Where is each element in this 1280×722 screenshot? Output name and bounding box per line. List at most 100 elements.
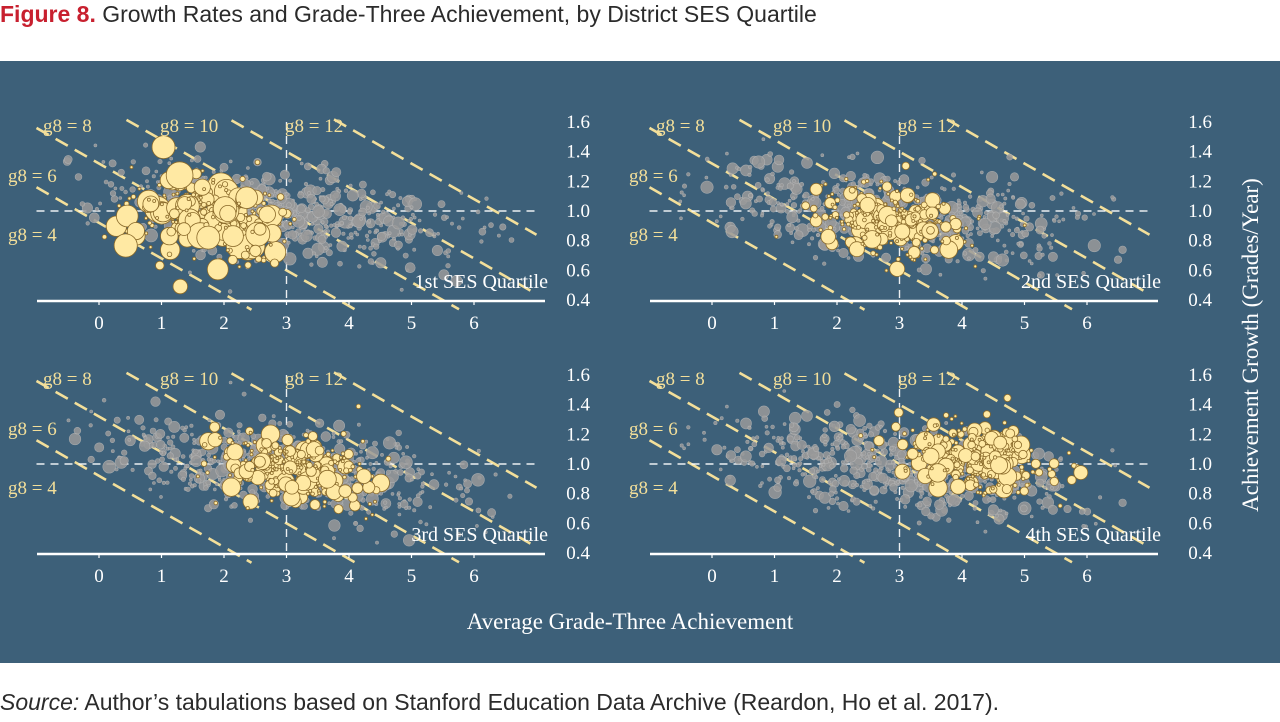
district-point-other: [430, 472, 434, 477]
district-point-other: [407, 224, 418, 235]
district-point-other: [365, 455, 369, 460]
district-point-other: [194, 141, 206, 153]
district-point-other: [189, 477, 193, 482]
district-point-quartile: [259, 485, 264, 490]
district-point-other: [834, 496, 840, 501]
district-point-other: [121, 449, 128, 456]
district-point-other: [447, 470, 451, 475]
district-point-other: [215, 482, 219, 486]
district-point-other: [158, 461, 169, 472]
district-point-other: [110, 449, 115, 454]
district-point-quartile: [269, 454, 274, 459]
district-point-other: [341, 231, 346, 236]
district-point-quartile: [314, 445, 325, 456]
district-point-quartile: [296, 449, 306, 459]
district-point-quartile: [935, 203, 941, 210]
district-point-other: [270, 198, 275, 203]
district-point-other: [999, 204, 1004, 209]
district-point-other: [438, 269, 450, 281]
district-point-other: [179, 432, 190, 443]
district-point-other: [1014, 198, 1026, 210]
district-point-quartile: [1003, 451, 1007, 456]
district-point-other: [823, 459, 829, 465]
district-point-other: [483, 530, 488, 535]
district-point-quartile: [148, 245, 153, 250]
district-point-other: [286, 420, 294, 428]
district-point-other: [405, 445, 410, 449]
district-point-other: [475, 209, 481, 215]
district-point-other: [336, 240, 348, 252]
district-point-other: [428, 505, 433, 510]
district-point-other: [141, 166, 151, 176]
district-point-other: [189, 158, 194, 163]
district-point-other: [812, 508, 819, 514]
district-point-other: [192, 437, 196, 442]
district-point-quartile: [325, 451, 331, 457]
district-point-other: [320, 220, 325, 224]
district-point-other: [840, 444, 846, 450]
district-point-other: [915, 185, 920, 190]
district-point-other: [843, 449, 857, 463]
district-point-quartile: [849, 220, 854, 225]
district-point-other: [964, 491, 974, 501]
district-point-other: [1110, 195, 1115, 200]
district-point-other: [792, 462, 797, 468]
district-point-quartile: [1049, 476, 1059, 486]
district-point-other: [996, 193, 1000, 197]
district-point-other: [944, 421, 949, 425]
district-point-other: [939, 215, 944, 220]
district-point-other: [847, 155, 851, 159]
district-point-other: [166, 435, 170, 440]
district-point-quartile: [367, 501, 372, 506]
district-point-other: [424, 522, 429, 527]
district-point-other: [375, 540, 379, 545]
district-point-quartile: [333, 504, 344, 515]
district-point-other: [126, 415, 131, 420]
district-point-quartile: [818, 227, 823, 232]
district-point-other: [769, 219, 775, 225]
reference-line-g8-12: [946, 118, 1151, 236]
chart-panel: g8 = 4 g8 = 6 g8 = 8 g8 = 10 g8 = 12 0 1 2 3 4 5 6 0…: [0, 61, 1280, 663]
district-point-other: [1025, 222, 1035, 232]
district-point-other: [333, 203, 347, 216]
district-point-quartile: [385, 455, 392, 462]
district-point-quartile: [165, 214, 170, 219]
reference-label-g8-10: g8 = 10: [160, 369, 218, 390]
reference-label-g8-12: g8 = 12: [898, 369, 956, 390]
district-point-other: [185, 486, 191, 492]
quartile-points: [858, 393, 1089, 509]
district-point-other: [432, 212, 438, 217]
district-point-quartile: [922, 447, 940, 465]
district-point-other: [368, 245, 373, 251]
district-point-other: [1023, 215, 1030, 222]
reference-lines: [35, 371, 538, 565]
district-point-other: [66, 418, 71, 423]
district-point-quartile: [858, 433, 864, 439]
district-point-other: [168, 446, 172, 451]
x-tick-label: 5: [407, 566, 417, 587]
district-point-quartile: [820, 228, 836, 245]
district-point-quartile: [253, 222, 267, 236]
district-point-other: [353, 520, 359, 526]
district-point-other: [713, 420, 718, 425]
district-point-other: [388, 464, 393, 469]
district-point-quartile: [198, 200, 203, 205]
district-point-quartile: [342, 474, 347, 480]
district-point-quartile: [1001, 484, 1012, 495]
district-point-quartile: [959, 421, 964, 426]
district-point-other: [383, 500, 388, 505]
district-point-other: [471, 473, 485, 487]
district-point-quartile: [340, 451, 346, 456]
district-point-other: [782, 422, 787, 426]
district-point-quartile: [881, 181, 893, 192]
district-point-other: [818, 491, 831, 504]
district-point-other: [844, 441, 848, 445]
district-point-quartile: [1019, 486, 1029, 496]
district-point-quartile: [809, 182, 823, 196]
district-point-other: [167, 161, 172, 165]
y-tick-label: 0.6: [1188, 260, 1212, 281]
x-tick-label: 2: [219, 313, 229, 334]
district-point-quartile: [902, 208, 907, 213]
district-point-other: [211, 458, 217, 464]
district-point-other: [152, 481, 156, 485]
